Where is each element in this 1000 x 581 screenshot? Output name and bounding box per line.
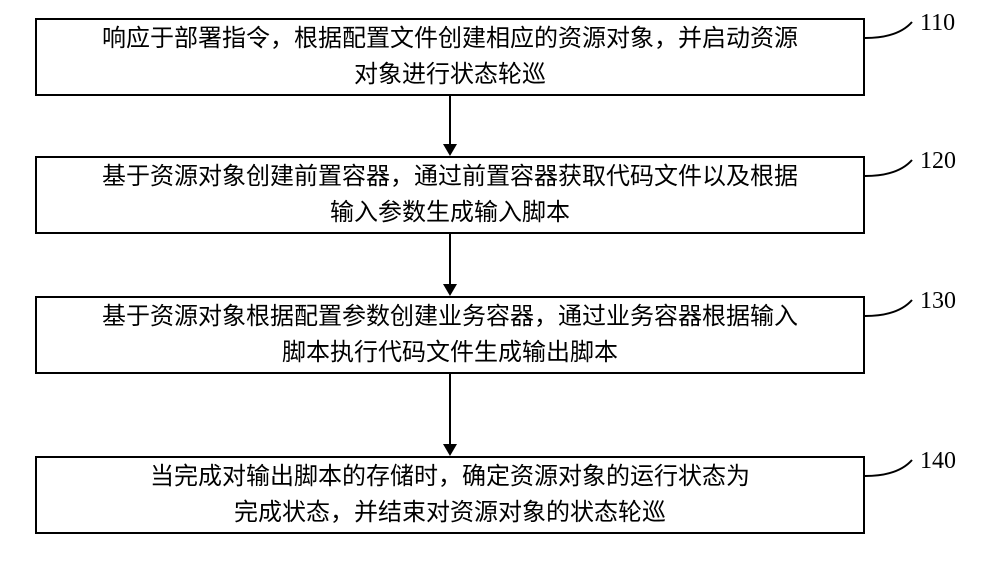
node-label-130: 130 <box>920 288 956 315</box>
node-text-line2: 对象进行状态轮巡 <box>102 57 798 93</box>
flowchart-node-130: 基于资源对象根据配置参数创建业务容器，通过业务容器根据输入脚本执行代码文件生成输… <box>35 296 865 374</box>
flowchart-diagram: 响应于部署指令，根据配置文件创建相应的资源对象，并启动资源对象进行状态轮巡 110… <box>0 0 1000 581</box>
node-text-line1: 响应于部署指令，根据配置文件创建相应的资源对象，并启动资源 <box>102 21 798 57</box>
node-text-line2: 完成状态，并结束对资源对象的状态轮巡 <box>150 495 750 531</box>
arrowhead-110-120 <box>443 144 457 156</box>
arrowhead-120-130 <box>443 284 457 296</box>
node-label-120: 120 <box>920 148 956 175</box>
arrowhead-130-140 <box>443 444 457 456</box>
flowchart-node-110: 响应于部署指令，根据配置文件创建相应的资源对象，并启动资源对象进行状态轮巡 <box>35 18 865 96</box>
node-text-line2: 脚本执行代码文件生成输出脚本 <box>102 335 798 371</box>
node-text-line2: 输入参数生成输入脚本 <box>102 195 798 231</box>
flowchart-node-140: 当完成对输出脚本的存储时，确定资源对象的运行状态为完成状态，并结束对资源对象的状… <box>35 456 865 534</box>
callout-curve-130 <box>863 298 914 318</box>
callout-curve-110 <box>863 20 914 40</box>
edge-110-120 <box>449 96 451 146</box>
edge-120-130 <box>449 234 451 286</box>
edge-130-140 <box>449 374 451 446</box>
node-label-110: 110 <box>920 10 955 37</box>
flowchart-node-120: 基于资源对象创建前置容器，通过前置容器获取代码文件以及根据输入参数生成输入脚本 <box>35 156 865 234</box>
node-label-140: 140 <box>920 448 956 475</box>
node-text-line1: 基于资源对象根据配置参数创建业务容器，通过业务容器根据输入 <box>102 299 798 335</box>
callout-curve-140 <box>863 458 914 478</box>
callout-curve-120 <box>863 158 914 178</box>
node-text-line1: 当完成对输出脚本的存储时，确定资源对象的运行状态为 <box>150 459 750 495</box>
node-text-line1: 基于资源对象创建前置容器，通过前置容器获取代码文件以及根据 <box>102 159 798 195</box>
